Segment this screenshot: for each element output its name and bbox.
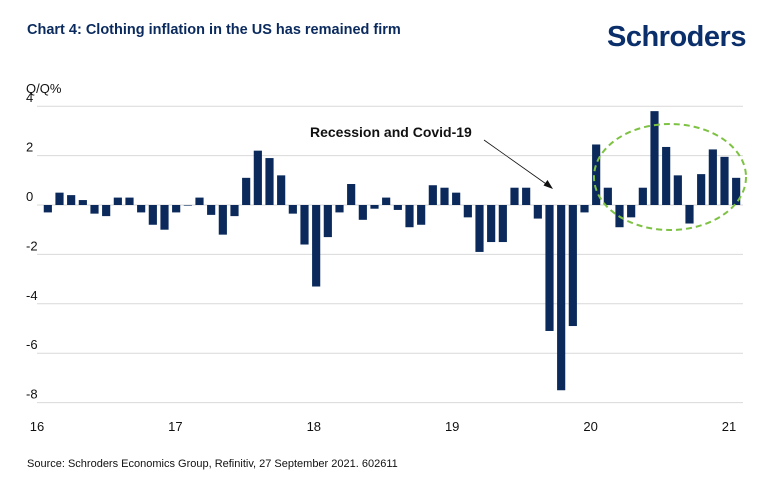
x-axis-ticks: 16 17 18 19 20 21 (30, 419, 736, 434)
bar (277, 175, 286, 205)
bar (55, 192, 64, 205)
bar (522, 187, 531, 205)
bars (43, 111, 741, 391)
bar (568, 205, 577, 327)
bar (475, 205, 484, 252)
bar (288, 205, 297, 214)
bar (172, 205, 181, 213)
bar (90, 205, 99, 214)
bar (67, 195, 76, 205)
bar (697, 174, 706, 205)
bar (498, 205, 507, 243)
y-tick-label: -2 (26, 238, 38, 253)
y-axis-label: Q/Q% (26, 81, 62, 96)
bar (580, 205, 589, 213)
bar (708, 149, 717, 205)
bar (113, 197, 122, 205)
bar (183, 205, 192, 206)
annotation-arrow-line (483, 139, 550, 187)
bar (43, 205, 52, 213)
bar (627, 205, 636, 218)
bar (265, 158, 274, 205)
y-tick-label: -6 (26, 337, 38, 352)
bar (300, 205, 309, 245)
bar (230, 205, 239, 217)
bar (137, 205, 146, 213)
y-axis-ticks: 4 2 0 -2 -4 -6 -8 (26, 90, 38, 401)
y-tick-label: 0 (26, 189, 33, 204)
annotation-arrow-head (543, 180, 553, 189)
bar (382, 197, 391, 205)
x-tick-label: 20 (583, 419, 597, 434)
bar (218, 205, 227, 235)
bar (603, 187, 612, 205)
bar (557, 205, 566, 391)
bar (335, 205, 344, 213)
bar (312, 205, 321, 287)
source-note: Source: Schroders Economics Group, Refin… (27, 458, 398, 470)
x-tick-label: 16 (30, 419, 44, 434)
annotation-label: Recession and Covid-19 (310, 124, 472, 140)
bar (148, 205, 157, 225)
bar (440, 187, 449, 205)
bar (592, 144, 601, 205)
bar (347, 184, 356, 205)
x-tick-label: 19 (445, 419, 459, 434)
bar (417, 205, 426, 225)
bar (720, 156, 729, 205)
bar (370, 205, 379, 209)
bar (358, 205, 367, 220)
bar (662, 146, 671, 205)
y-tick-label: -4 (26, 288, 38, 303)
bar (253, 150, 262, 205)
y-tick-label: -8 (26, 387, 38, 402)
bar (102, 205, 111, 217)
chart-title: Chart 4: Clothing inflation in the US ha… (27, 22, 401, 38)
schroders-logo: Schroders (607, 21, 746, 53)
bar (323, 205, 332, 238)
bar (207, 205, 216, 215)
bar (125, 197, 134, 205)
bar (650, 111, 659, 205)
bar (452, 192, 461, 205)
bar (160, 205, 169, 230)
x-tick-label: 21 (722, 419, 736, 434)
gridlines (37, 105, 743, 404)
bar (463, 205, 472, 218)
bar (510, 187, 519, 205)
bar (545, 205, 554, 331)
bar (393, 205, 402, 210)
bar (78, 200, 87, 205)
bar (685, 205, 694, 224)
y-tick-label: 4 (26, 90, 33, 105)
x-tick-label: 17 (168, 419, 182, 434)
bar (242, 177, 251, 205)
highlight-ellipse (593, 123, 747, 231)
bar (195, 197, 204, 205)
bar (638, 187, 647, 205)
bar (673, 175, 682, 205)
y-tick-label: 2 (26, 140, 33, 155)
bar (428, 185, 437, 205)
bar (533, 205, 542, 219)
bar (732, 177, 741, 205)
x-tick-label: 18 (307, 419, 321, 434)
bar (487, 205, 496, 243)
bar (405, 205, 414, 228)
